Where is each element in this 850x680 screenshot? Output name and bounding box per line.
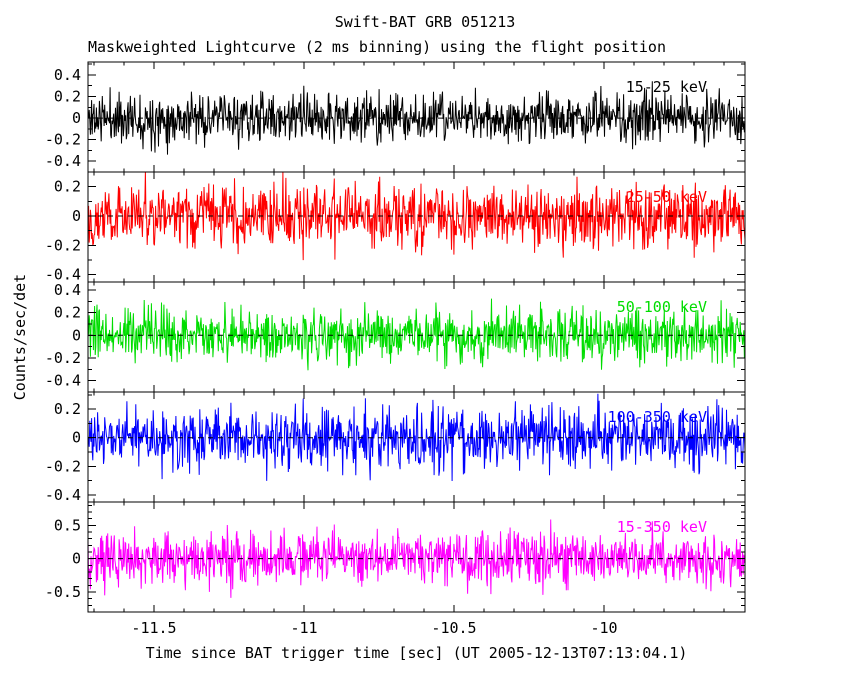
x-tick-label: -11.5	[131, 619, 176, 637]
x-tick-label: -10	[590, 619, 617, 637]
energy-band-label: 15-25 keV	[626, 78, 707, 96]
y-tick-label: 0.2	[54, 400, 81, 418]
y-tick-label: 0.2	[54, 304, 81, 322]
y-tick-label: 0	[72, 207, 81, 225]
y-tick-label: 0	[72, 326, 81, 344]
trace-band-15-25	[88, 81, 745, 155]
x-tick-label: -10.5	[431, 619, 476, 637]
panel-border	[87, 501, 746, 613]
y-tick-label: 0.5	[54, 516, 81, 534]
y-tick-label: -0.4	[45, 152, 81, 170]
y-tick-label: 0.2	[54, 88, 81, 106]
y-tick-label: -0.2	[45, 457, 81, 475]
chart-subtitle: Maskweighted Lightcurve (2 ms binning) u…	[88, 38, 666, 56]
x-axis-label: Time since BAT trigger time [sec] (UT 20…	[145, 644, 688, 662]
y-tick-label: 0	[72, 550, 81, 568]
y-tick-label: 0	[72, 429, 81, 447]
y-tick-label: 0.2	[54, 178, 81, 196]
x-tick-label: -11	[290, 619, 317, 637]
panel-band-15-350: -0.5 0 0.5 15-350 keV	[45, 501, 746, 613]
trace-band-100-350	[88, 393, 745, 482]
y-tick-label: -0.5	[45, 583, 81, 601]
energy-band-label: 15-350 keV	[617, 518, 707, 536]
energy-band-label: 25-50 keV	[626, 188, 707, 206]
panel-band-25-50: -0.4 -0.2 0 0.2 25-50 keV	[45, 171, 746, 284]
energy-band-label: 100-350 keV	[608, 408, 707, 426]
y-tick-label: 0	[72, 109, 81, 127]
energy-band-label: 50-100 keV	[617, 298, 707, 316]
trace-band-25-50	[88, 172, 745, 261]
chart-title: Swift-BAT GRB 051213	[334, 13, 516, 31]
panel-band-15-25: -0.4 -0.2 0 0.2 0.4 15-25 keV	[45, 61, 746, 173]
y-tick-label: -0.4	[45, 486, 81, 504]
panel-band-100-350: -0.4 -0.2 0 0.2 100-350 keV	[45, 391, 746, 504]
trace-band-15-350	[88, 519, 745, 598]
y-tick-label: -0.4	[45, 266, 81, 284]
y-tick-label: 0.4	[54, 281, 81, 299]
trace-band-50-100	[88, 298, 745, 371]
y-tick-label: 0.4	[54, 66, 81, 84]
y-tick-label: -0.4	[45, 372, 81, 390]
y-tick-label: -0.2	[45, 349, 81, 367]
y-tick-label: -0.2	[45, 236, 81, 254]
panel-band-50-100: -0.4 -0.2 0 0.2 0.4 50-100 keV	[45, 281, 746, 393]
y-axis-label: Counts/sec/det	[11, 273, 29, 401]
y-tick-label: -0.2	[45, 131, 81, 149]
